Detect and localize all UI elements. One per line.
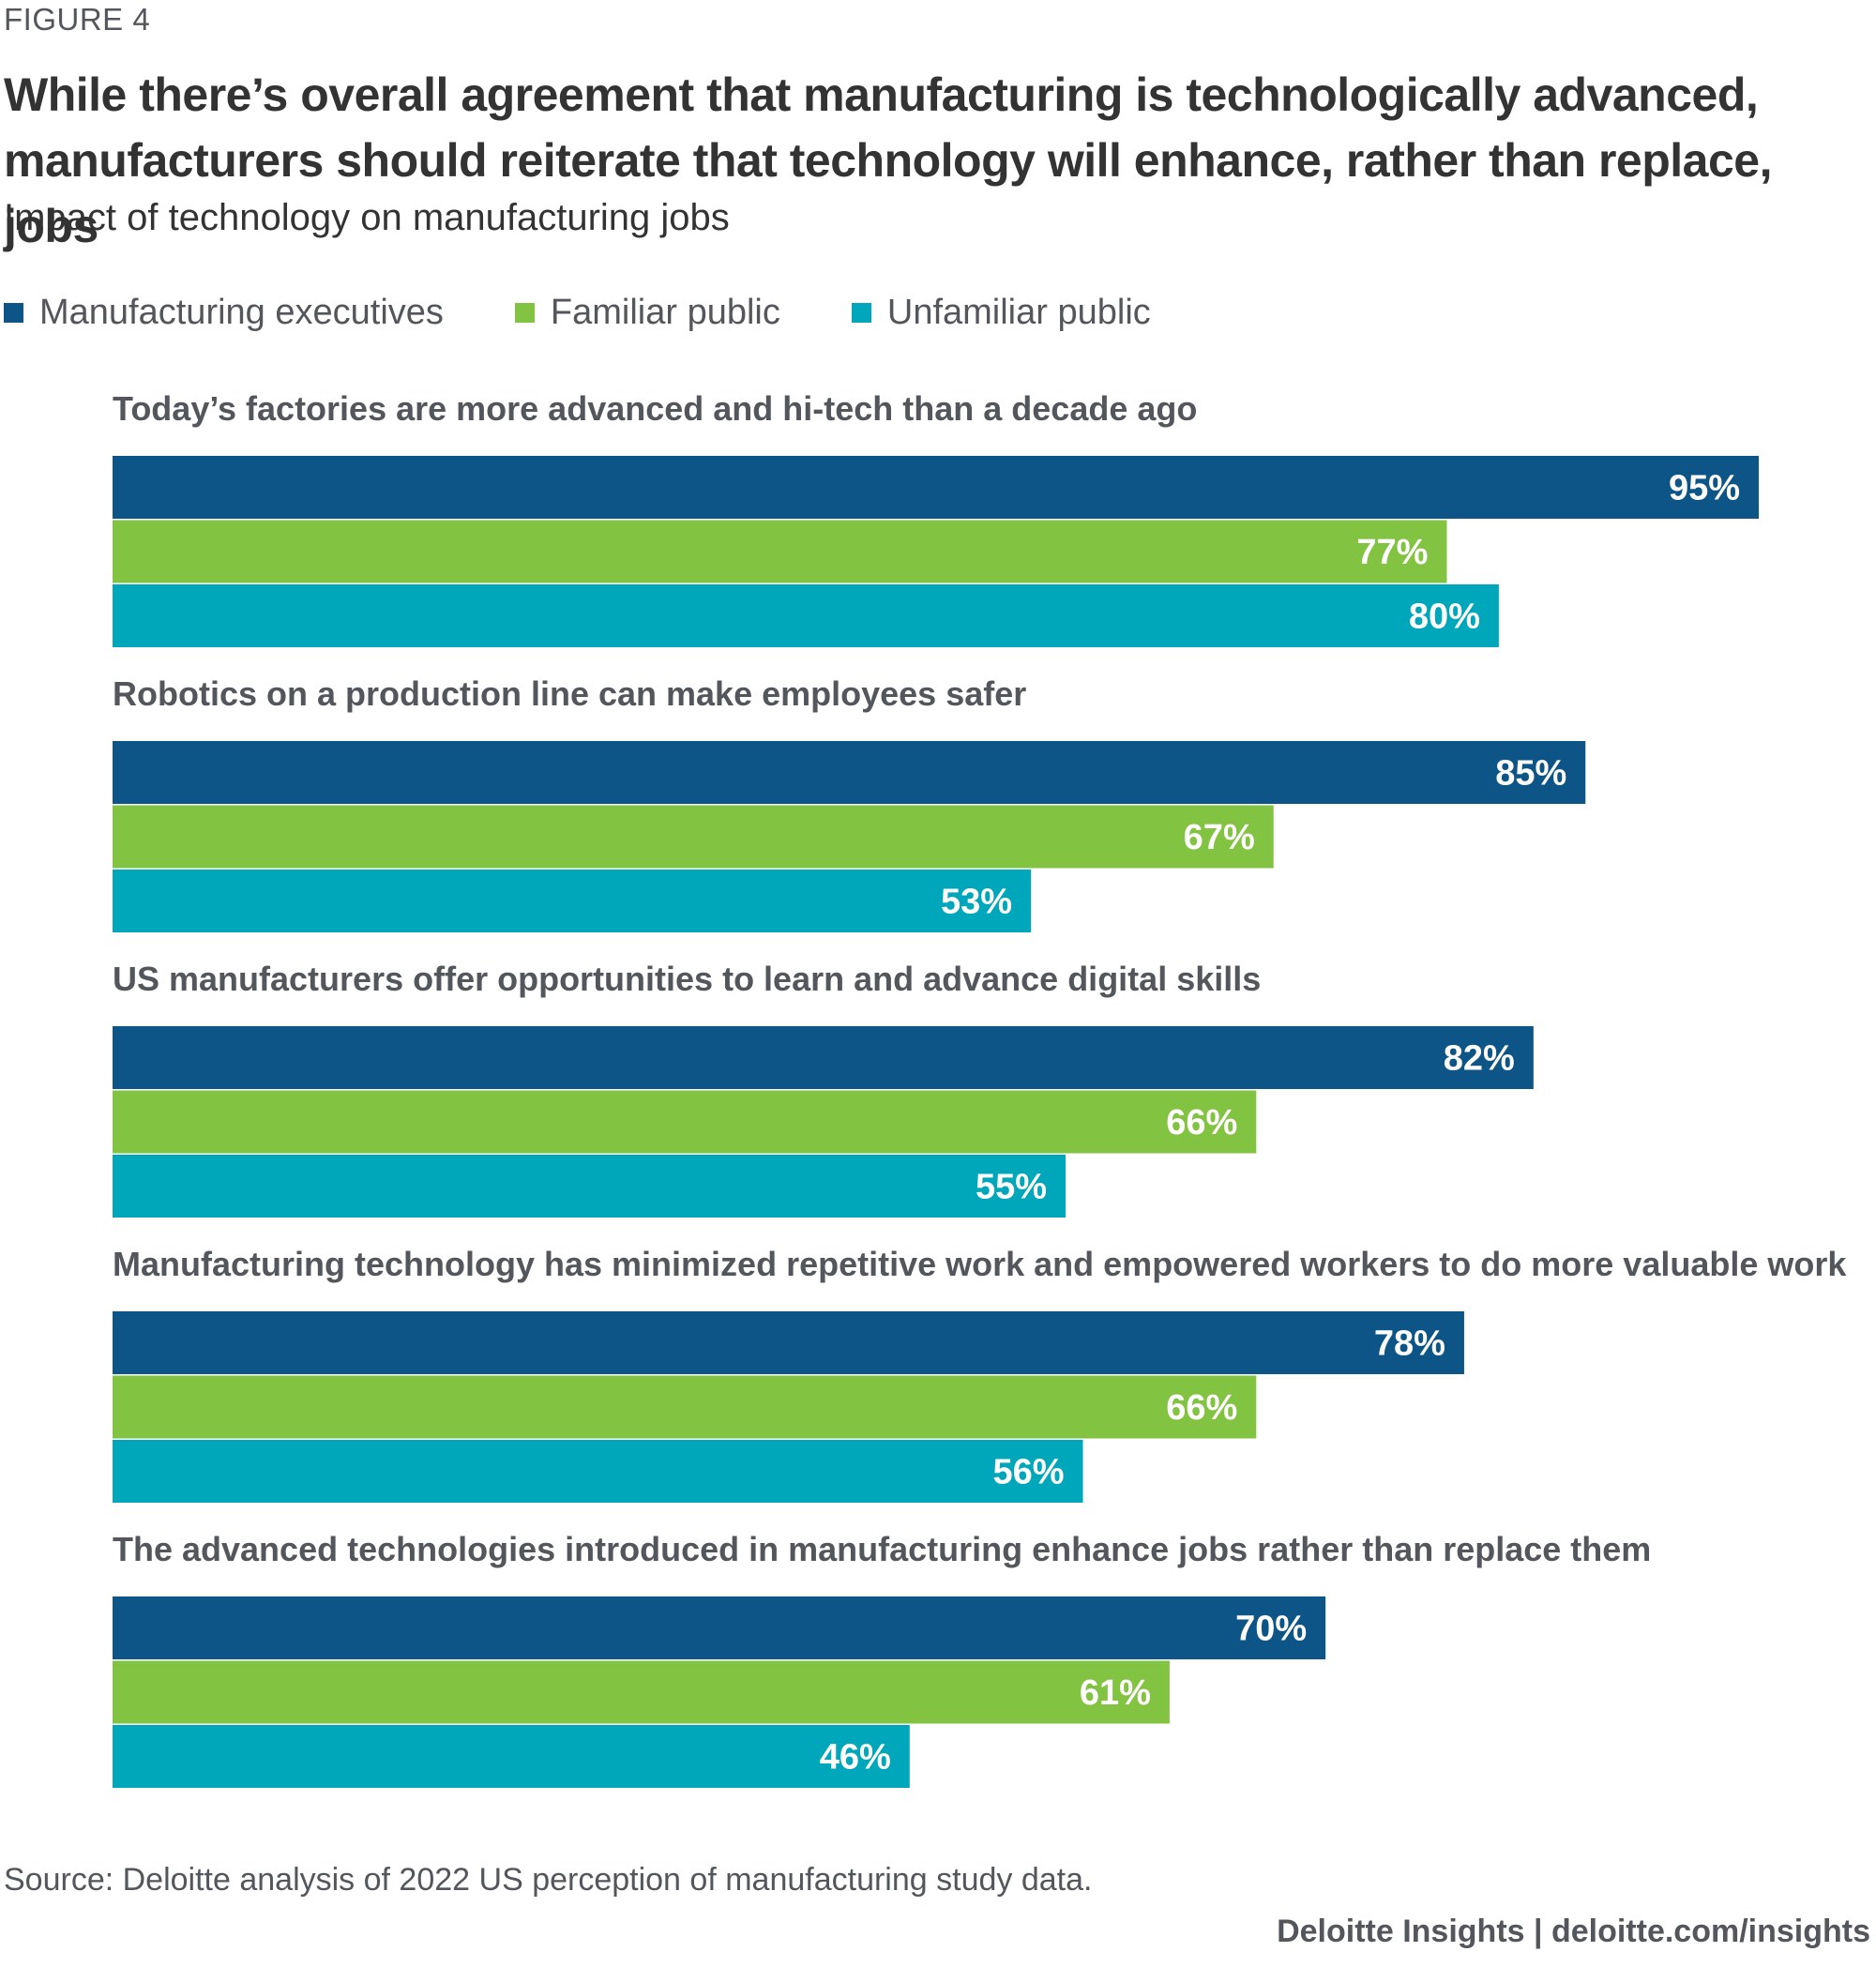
data-label: 46% (820, 1738, 891, 1778)
bar (113, 1660, 1170, 1724)
data-label: 53% (941, 883, 1012, 922)
data-label: 80% (1409, 598, 1480, 637)
legend-label-executives: Manufacturing executives (39, 292, 444, 332)
bar (113, 1440, 1083, 1503)
data-label: 85% (1495, 754, 1566, 794)
bar (113, 1155, 1067, 1218)
bar (113, 584, 1499, 647)
data-label: 61% (1080, 1673, 1151, 1713)
bar (113, 456, 1759, 519)
data-label: 66% (1166, 1388, 1237, 1428)
data-label: 55% (976, 1168, 1047, 1207)
bar (113, 520, 1447, 583)
data-label: 66% (1166, 1103, 1237, 1142)
chart-title: While there’s overall agreement that man… (4, 68, 1773, 252)
data-label: 70% (1235, 1610, 1307, 1649)
bar (113, 1311, 1464, 1374)
legend-swatch-familiar (514, 302, 535, 323)
data-label: 56% (992, 1453, 1064, 1492)
data-label: 67% (1184, 818, 1255, 857)
category-label: Robotics on a production line can make e… (113, 674, 1026, 713)
category-label: US manufacturers offer opportunities to … (113, 960, 1261, 998)
source-note: Source: Deloitte analysis of 2022 US per… (4, 1862, 1093, 1898)
bar-chart: Today’s factories are more advanced and … (113, 394, 1847, 1788)
data-label: 82% (1444, 1039, 1515, 1079)
category-label: The advanced technologies introduced in … (113, 1530, 1651, 1568)
bar (113, 870, 1032, 932)
legend-label-unfamiliar: Unfamiliar public (886, 292, 1151, 332)
footer-credit: Deloitte Insights | deloitte.com/insight… (1277, 1914, 1870, 1949)
legend: Manufacturing executives Familiar public… (4, 289, 1222, 336)
figure-label: FIGURE 4 (4, 2, 151, 37)
bar (113, 1725, 910, 1788)
legend-swatch-executives (4, 302, 23, 323)
data-label: 95% (1669, 469, 1740, 508)
bar (113, 1375, 1257, 1439)
legend-item-executives: Manufacturing executives (4, 293, 444, 333)
bar (113, 805, 1274, 869)
bar (113, 1596, 1326, 1659)
chart-subtitle: Impact of technology on manufacturing jo… (4, 197, 730, 238)
category-label: Manufacturing technology has minimized r… (113, 1245, 1847, 1283)
legend-swatch-unfamiliar (851, 302, 871, 323)
bar (113, 741, 1586, 804)
legend-label-familiar: Familiar public (550, 292, 780, 332)
legend-item-familiar: Familiar public (514, 292, 780, 333)
data-label: 77% (1356, 533, 1428, 572)
bar (113, 1090, 1257, 1154)
data-label: 78% (1374, 1324, 1445, 1364)
category-label: Today’s factories are more advanced and … (113, 394, 1197, 428)
bar (113, 1026, 1534, 1089)
legend-item-unfamiliar: Unfamiliar public (851, 292, 1151, 333)
